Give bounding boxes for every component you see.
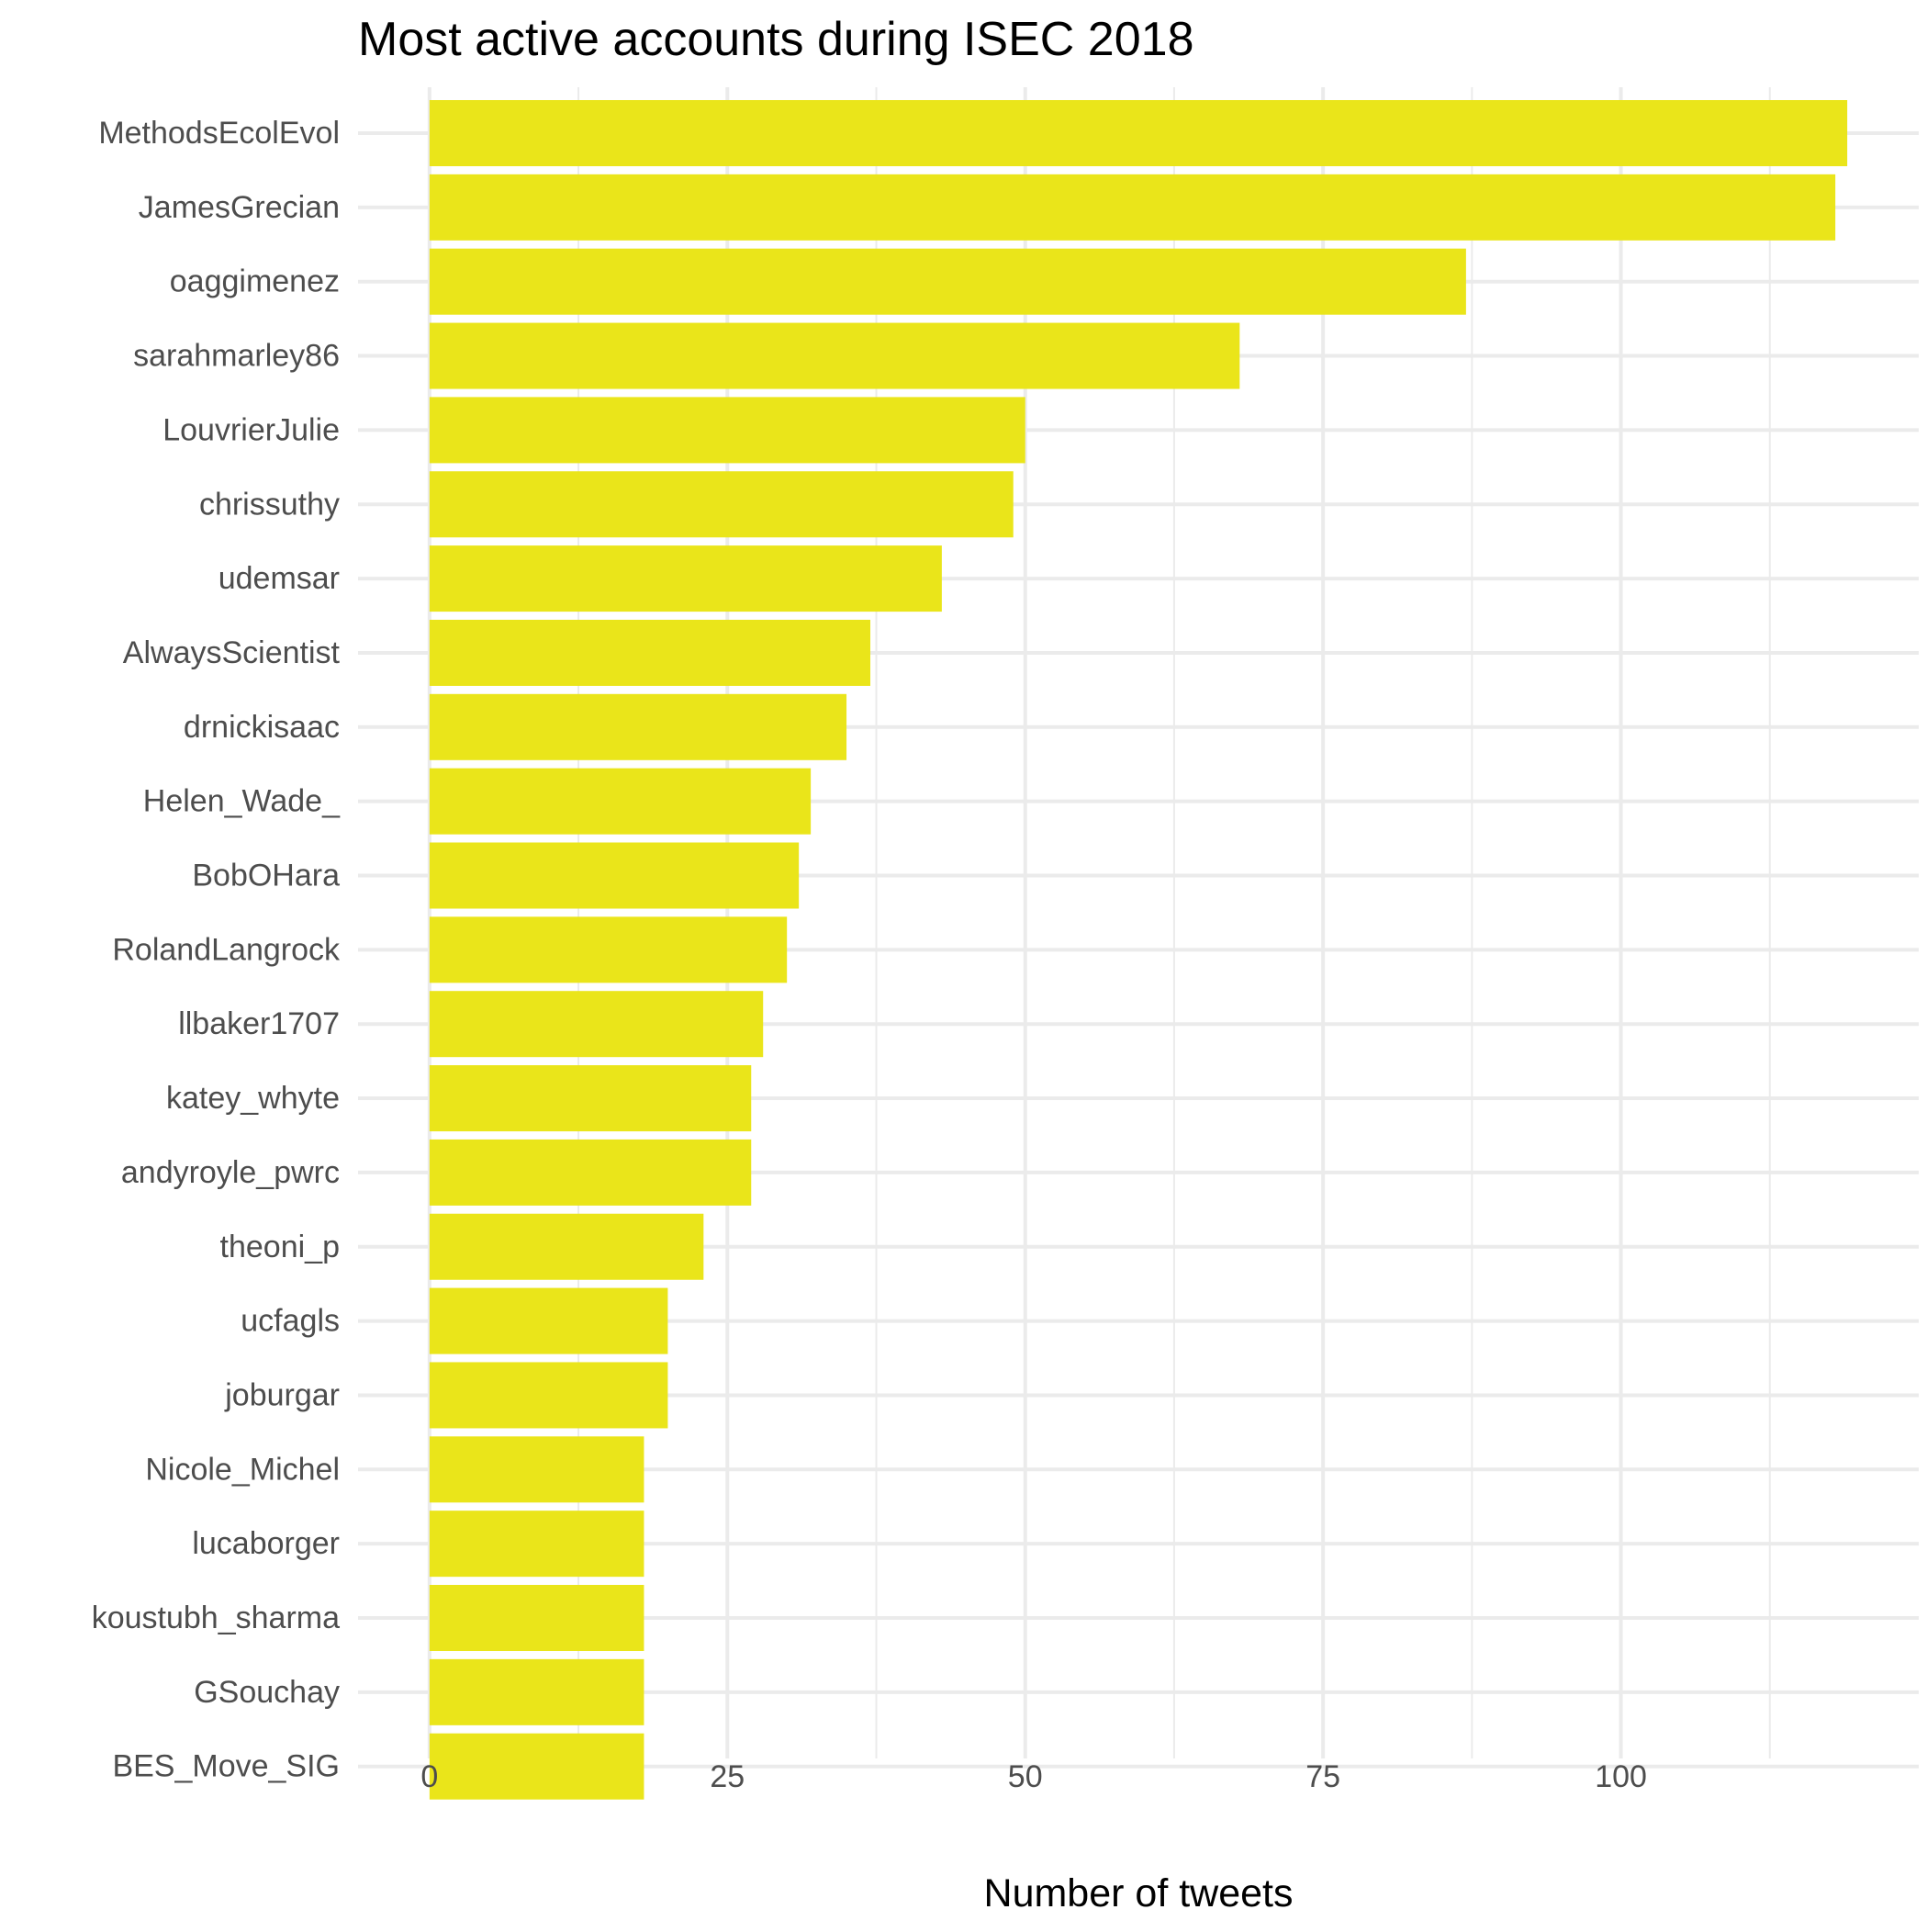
y-tick-label: oaggimenez [170,264,340,299]
y-tick-label: koustubh_sharma [92,1601,340,1635]
y-tick-label: katey_whyte [166,1081,340,1116]
bar-Nicole_Michel [429,1436,644,1503]
bar-RolandLangrock [429,916,788,983]
x-axis-tick-labels: 0 25 50 75 100 [420,1759,1647,1794]
y-tick-label: GSouchay [194,1675,340,1710]
bar-GSouchay [429,1658,644,1725]
y-tick-label: sarahmarley86 [133,339,340,374]
x-tick-label: 25 [710,1759,745,1794]
y-tick-label: chrissuthy [199,487,340,522]
y-tick-label: JamesGrecian [139,190,340,225]
bar-sarahmarley86 [429,322,1240,389]
y-tick-label: BES_Move_SIG [112,1749,340,1784]
y-tick-label: ucfagls [241,1304,340,1339]
bar-katey_whyte [429,1065,752,1132]
bar-MethodsEcolEvol [429,100,1848,166]
x-tick-label: 75 [1305,1759,1340,1794]
y-tick-label: Nicole_Michel [145,1452,340,1487]
bar-lucaborger [429,1511,644,1578]
bar-BobOHara [429,842,800,909]
bar-ucfagls [429,1287,668,1354]
bar-AlwaysScientist [429,619,871,686]
bar-udemsar [429,545,942,612]
y-tick-label: Helen_Wade_ [143,784,341,819]
bar-koustubh_sharma [429,1585,644,1651]
y-tick-label: llbaker1707 [178,1006,340,1041]
y-tick-label: RolandLangrock [112,932,341,967]
bar-andyroyle_pwrc [429,1139,752,1206]
y-tick-label: MethodsEcolEvol [98,116,340,151]
x-axis-label: Number of tweets [984,1871,1294,1915]
y-axis-tick-labels: MethodsEcolEvol JamesGrecian oaggimenez sar… [92,116,341,1784]
y-tick-label: drnickisaac [184,710,340,745]
bar-JamesGrecian [429,174,1836,241]
bar-oaggimenez [429,248,1466,315]
y-tick-label: BobOHara [192,859,340,893]
y-tick-label: LouvrierJulie [162,412,340,447]
x-tick-label: 0 [420,1759,438,1794]
bar-llbaker1707 [429,991,764,1058]
bar-theoni_p [429,1213,704,1280]
y-tick-label: lucaborger [192,1526,340,1561]
bar-Helen_Wade_ [429,768,812,835]
chart-title: Most active accounts during ISEC 2018 [358,13,1193,66]
y-tick-label: AlwaysScientist [123,635,341,670]
bar-drnickisaac [429,693,847,760]
bars [429,100,1848,1800]
bar-LouvrierJulie [429,397,1025,464]
y-tick-label: andyroyle_pwrc [121,1155,340,1190]
y-tick-label: udemsar [218,561,340,596]
bar-BES_Move_SIG [429,1733,644,1800]
y-tick-label: theoni_p [220,1230,340,1264]
bar-joburgar [429,1362,668,1429]
bar-chrissuthy [429,471,1014,538]
x-tick-label: 50 [1008,1759,1043,1794]
y-tick-label: joburgar [224,1377,340,1412]
x-tick-label: 100 [1595,1759,1647,1794]
